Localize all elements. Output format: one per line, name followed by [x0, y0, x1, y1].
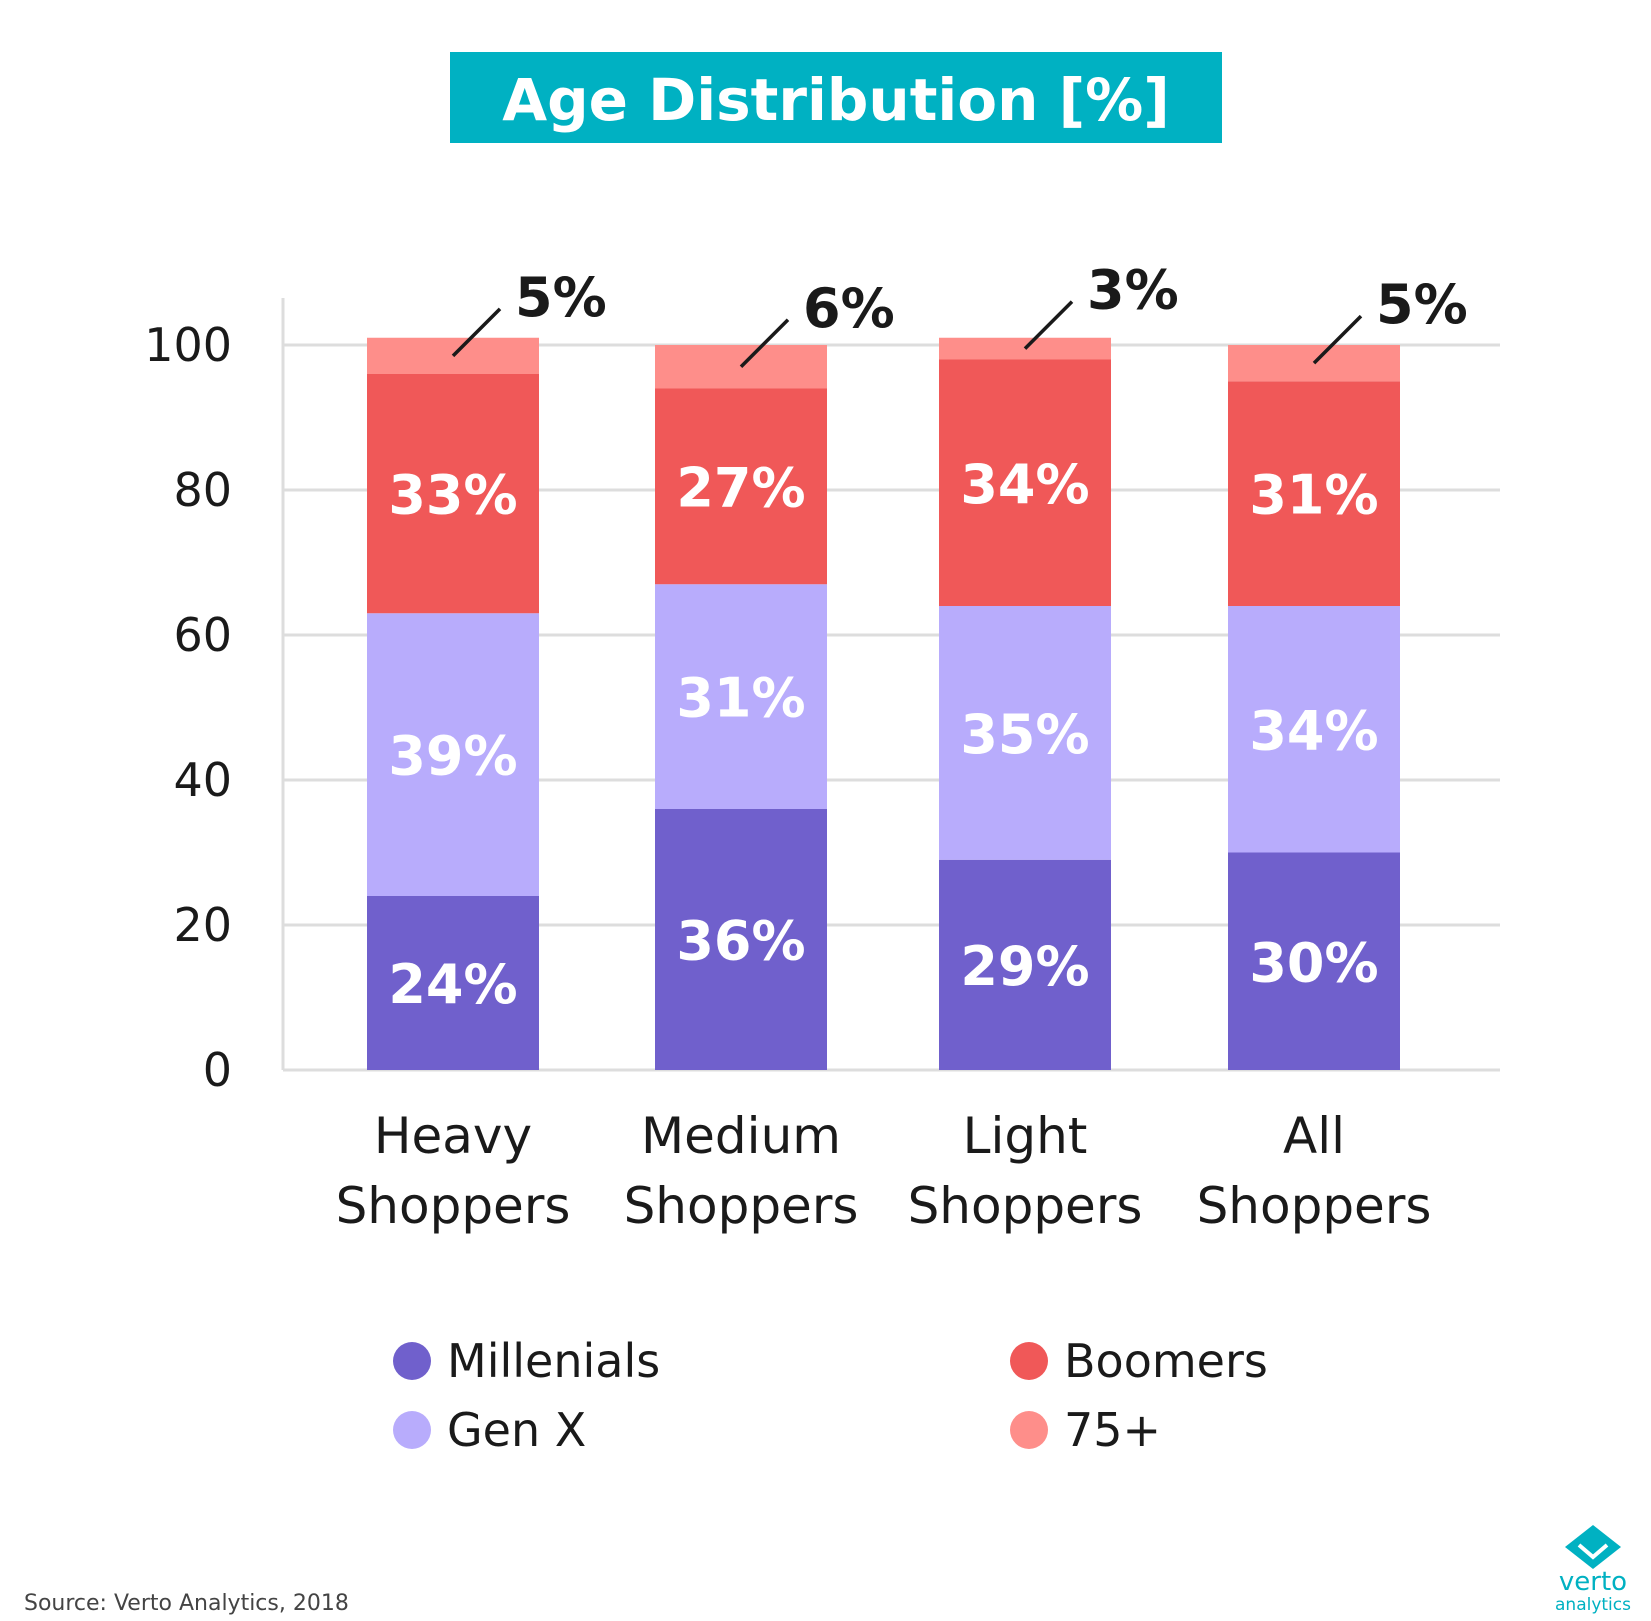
- logo-mark-icon: [1565, 1525, 1621, 1569]
- x-tick-label-0: Heavy Shoppers: [336, 1107, 571, 1235]
- callout-label-2: 3%: [1087, 259, 1179, 322]
- logo-sub: analytics: [1555, 1595, 1631, 1615]
- verto-logo: verto analytics: [1555, 1525, 1631, 1615]
- segment-label-2-0: 29%: [960, 935, 1089, 998]
- callout-label-0: 5%: [515, 266, 607, 329]
- bar-segment-2-2: [939, 359, 1111, 606]
- x-tick-label-line: All: [1283, 1107, 1345, 1165]
- source-note: Source: Verto Analytics, 2018: [24, 1591, 349, 1616]
- callout-label-3: 5%: [1376, 273, 1468, 336]
- legend-label-2: Boomers: [1064, 1334, 1268, 1388]
- bar-segment-0-2: [367, 374, 539, 614]
- bar-segment-0-0: [367, 896, 539, 1070]
- callout-line-2: [1023, 300, 1074, 350]
- bar-segment-1-1: [655, 584, 827, 809]
- title-banner: [450, 52, 1222, 143]
- y-tick-label-0: 0: [203, 1043, 232, 1097]
- bar-segment-0-1: [367, 613, 539, 896]
- legend-swatch-1: [393, 1411, 431, 1449]
- legend: Millenials Gen X Boomers 75+: [393, 1334, 1268, 1457]
- y-tick-label-60: 60: [173, 608, 232, 662]
- bars: [367, 337, 1400, 1070]
- bar-segment-1-2: [655, 388, 827, 585]
- segment-label-0-0: 24%: [388, 953, 517, 1016]
- x-tick-label-2: Light Shoppers: [908, 1107, 1143, 1235]
- x-tick-label-line: Heavy: [374, 1107, 532, 1165]
- y-tick-label-100: 100: [144, 318, 232, 372]
- callout-line-1: [739, 318, 790, 368]
- legend-swatch-3: [1010, 1411, 1048, 1449]
- segment-label-1-0: 36%: [676, 910, 805, 973]
- x-tick-label-1: Medium Shoppers: [624, 1107, 859, 1235]
- legend-label-1: Gen X: [447, 1403, 586, 1457]
- x-tick-label-line: Shoppers: [1197, 1177, 1432, 1235]
- logo-mark-check-icon: [1577, 1543, 1609, 1560]
- legend-label-0: Millenials: [447, 1334, 660, 1388]
- segment-label-2-1: 35%: [960, 703, 1089, 766]
- segment-label-2-2: 34%: [960, 453, 1089, 516]
- bar-segment-2-0: [939, 859, 1111, 1070]
- segment-label-3-2: 31%: [1249, 464, 1378, 527]
- legend-swatch-0: [393, 1342, 431, 1380]
- x-tick-label-line: Light: [963, 1107, 1088, 1165]
- callout-label-1: 6%: [803, 277, 895, 340]
- bar-segment-3-2: [1228, 381, 1400, 606]
- segment-label-3-0: 30%: [1249, 931, 1378, 994]
- chart-title: Age Distribution [%]: [502, 66, 1170, 134]
- segment-label-0-1: 39%: [388, 725, 517, 788]
- x-axis: Heavy Shoppers Medium Shoppers Light Shoppers…: [336, 1107, 1432, 1235]
- callout-line-3: [1312, 314, 1363, 365]
- bar-segment-3-1: [1228, 606, 1400, 853]
- logo-name: verto: [1559, 1567, 1627, 1597]
- bar-segment-2-1: [939, 606, 1111, 860]
- segment-label-1-1: 31%: [676, 667, 805, 730]
- x-tick-label-line: Shoppers: [908, 1177, 1143, 1235]
- segment-label-1-2: 27%: [676, 456, 805, 519]
- segment-label-0-2: 33%: [388, 464, 517, 527]
- legend-label-3: 75+: [1064, 1403, 1161, 1457]
- y-axis: 0 20 40 60 80 100: [144, 318, 232, 1097]
- y-tick-label-20: 20: [173, 898, 232, 952]
- y-tick-label-80: 80: [173, 463, 232, 517]
- y-tick-label-40: 40: [173, 753, 232, 807]
- bar-segment-3-0: [1228, 852, 1400, 1070]
- x-tick-label-line: Medium: [641, 1107, 841, 1165]
- x-tick-label-3: All Shoppers: [1197, 1107, 1432, 1235]
- x-tick-label-line: Shoppers: [336, 1177, 571, 1235]
- bar-segment-1-0: [655, 809, 827, 1070]
- segment-label-3-1: 34%: [1249, 699, 1378, 762]
- data-labels: 24% 39% 33% 5% 36% 31% 27% 6% 29% 35% 34% 3% 30% 34% 3…: [388, 259, 1467, 1016]
- callout-line-0: [451, 307, 502, 358]
- x-tick-label-line: Shoppers: [624, 1177, 859, 1235]
- legend-swatch-2: [1010, 1342, 1048, 1380]
